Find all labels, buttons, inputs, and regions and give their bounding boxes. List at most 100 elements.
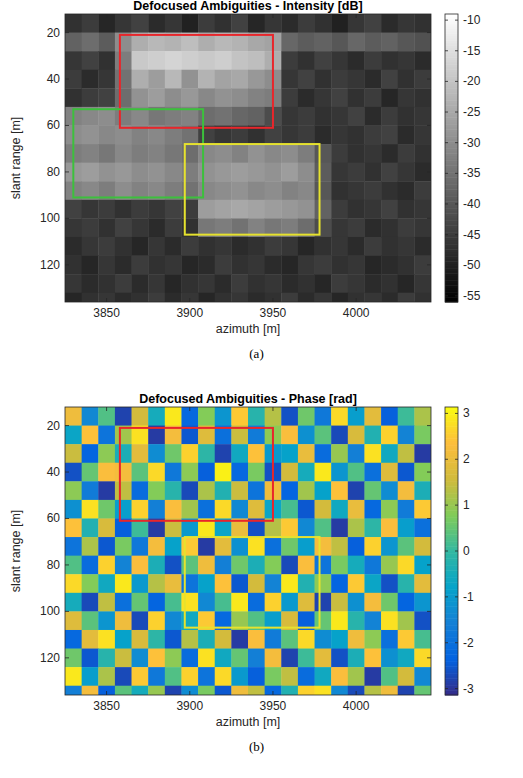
colorbar-tick bbox=[455, 265, 458, 266]
y-tick-label: 80 bbox=[47, 558, 61, 572]
cell bbox=[98, 218, 115, 237]
cell bbox=[132, 88, 149, 107]
cell bbox=[98, 407, 115, 426]
cell bbox=[65, 574, 82, 593]
cell bbox=[364, 686, 381, 695]
cell bbox=[198, 144, 215, 163]
cell bbox=[281, 444, 298, 463]
cell bbox=[65, 407, 82, 426]
cell bbox=[132, 593, 149, 612]
cell bbox=[398, 518, 415, 537]
cell bbox=[231, 574, 248, 593]
cell bbox=[198, 256, 215, 275]
y-tick-label: 20 bbox=[47, 419, 61, 433]
cell bbox=[65, 611, 82, 630]
cell bbox=[281, 107, 298, 126]
cell bbox=[231, 163, 248, 182]
cell bbox=[148, 686, 165, 695]
cell bbox=[82, 200, 99, 219]
cell bbox=[98, 667, 115, 686]
cell bbox=[281, 481, 298, 500]
x-tick bbox=[189, 298, 190, 302]
cell bbox=[315, 144, 332, 163]
cell bbox=[132, 463, 149, 482]
cell bbox=[165, 51, 182, 70]
cell bbox=[315, 256, 332, 275]
cell bbox=[65, 218, 82, 237]
colorbar-tick bbox=[445, 505, 448, 506]
cell bbox=[115, 500, 132, 519]
cell bbox=[248, 667, 265, 686]
x-tick bbox=[189, 407, 190, 411]
cell bbox=[132, 256, 149, 275]
cell bbox=[348, 88, 365, 107]
cell bbox=[414, 125, 431, 144]
colorbar-tick bbox=[455, 112, 458, 113]
cell bbox=[231, 70, 248, 89]
cell bbox=[298, 181, 315, 200]
cell bbox=[65, 88, 82, 107]
cell bbox=[414, 88, 431, 107]
colorbar-tick-label: -10 bbox=[463, 13, 481, 27]
cell bbox=[215, 51, 232, 70]
cell bbox=[298, 649, 315, 668]
cell bbox=[414, 593, 431, 612]
y-axis-title: slant range [m] bbox=[9, 510, 23, 593]
colorbar-tick-label: -2 bbox=[463, 636, 474, 650]
cell bbox=[381, 426, 398, 445]
cell bbox=[381, 686, 398, 695]
cell bbox=[315, 14, 332, 33]
colorbar-step bbox=[445, 407, 458, 410]
cell bbox=[98, 200, 115, 219]
cell bbox=[381, 518, 398, 537]
cell bbox=[65, 70, 82, 89]
panel: 385039003950400020406080100120Defocused … bbox=[9, 0, 481, 361]
cell bbox=[148, 274, 165, 293]
cell bbox=[298, 14, 315, 33]
colorbar-tick-label: -30 bbox=[463, 136, 481, 150]
cell bbox=[331, 686, 348, 695]
cell bbox=[115, 256, 132, 275]
cell bbox=[82, 611, 99, 630]
cell bbox=[248, 144, 265, 163]
cell bbox=[82, 88, 99, 107]
colorbar-tick bbox=[455, 295, 458, 296]
cell bbox=[65, 518, 82, 537]
cell bbox=[98, 14, 115, 33]
colorbar-tick bbox=[445, 142, 448, 143]
cell bbox=[132, 200, 149, 219]
cell bbox=[98, 686, 115, 695]
cell bbox=[215, 256, 232, 275]
cell bbox=[398, 70, 415, 89]
cell bbox=[98, 70, 115, 89]
cell bbox=[165, 144, 182, 163]
cell bbox=[98, 537, 115, 556]
cell bbox=[348, 293, 365, 302]
cell bbox=[215, 463, 232, 482]
cell bbox=[398, 274, 415, 293]
cell bbox=[148, 144, 165, 163]
x-tick bbox=[272, 691, 273, 695]
cell bbox=[364, 500, 381, 519]
cells bbox=[65, 14, 431, 302]
cell bbox=[198, 593, 215, 612]
cell bbox=[148, 237, 165, 256]
cell bbox=[98, 574, 115, 593]
y-tick bbox=[65, 657, 69, 658]
cell bbox=[248, 107, 265, 126]
plot-frame bbox=[65, 407, 431, 695]
cells bbox=[65, 407, 431, 695]
cell bbox=[231, 537, 248, 556]
panel: 385039003950400020406080100120Defocused … bbox=[9, 392, 474, 754]
cell bbox=[298, 256, 315, 275]
cell bbox=[281, 407, 298, 426]
cell bbox=[281, 200, 298, 219]
cell bbox=[348, 500, 365, 519]
cell bbox=[198, 274, 215, 293]
cell bbox=[414, 686, 431, 695]
cell bbox=[265, 649, 282, 668]
y-tick bbox=[427, 79, 431, 80]
cell bbox=[315, 481, 332, 500]
cell bbox=[82, 444, 99, 463]
title: Defocused Ambiguities - Phase [rad] bbox=[139, 392, 357, 406]
